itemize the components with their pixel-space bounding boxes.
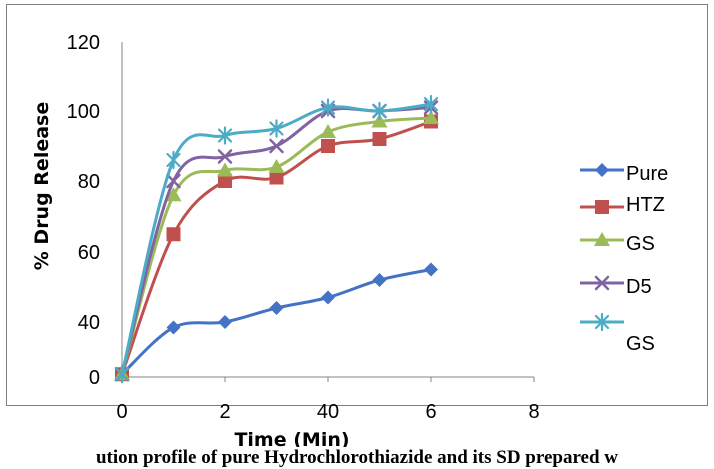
y-tick-label: 120	[67, 32, 100, 54]
x-tick-label: 2	[219, 401, 230, 423]
legend-marker	[594, 275, 610, 291]
chart-frame	[6, 4, 708, 406]
dissolution-chart: 0 40 60 80 100 120 0 2 40 6 8 Pure HTZ GS D5 GS Time (…	[31, 32, 668, 447]
legend-label: D5	[626, 276, 652, 298]
data-point	[423, 110, 439, 124]
axes: 0 40 60 80 100 120 0 2 40 6 8	[67, 32, 540, 423]
data-point	[423, 94, 439, 114]
x-axis-title: Time (Min)	[234, 429, 349, 447]
legend-marker	[594, 232, 610, 246]
series-d5-3	[114, 100, 439, 382]
marker-stroke	[594, 275, 610, 291]
data-point	[269, 119, 284, 138]
data-point	[371, 113, 388, 128]
series-line	[120, 268, 432, 376]
legend-item: D5	[580, 275, 652, 298]
data-point	[268, 159, 285, 173]
x-tick-label: 8	[528, 401, 539, 423]
data-point	[166, 320, 181, 335]
legend-marker	[595, 163, 609, 177]
data-point	[321, 139, 335, 153]
data-point	[217, 162, 233, 177]
legend-label: GS	[626, 333, 655, 355]
legend-item: Pure	[580, 163, 668, 185]
legend-marker	[594, 312, 610, 332]
data-point	[165, 187, 182, 202]
data-point	[372, 132, 387, 146]
series-gs-4	[114, 94, 439, 384]
data-point	[269, 170, 284, 185]
legend-item: HTZ	[580, 194, 665, 216]
data-point	[320, 98, 336, 117]
legend-marker	[595, 200, 609, 214]
series-htz-1	[115, 114, 438, 382]
legend-label: GS	[626, 233, 655, 255]
data-point	[269, 138, 284, 154]
data-point	[320, 124, 336, 138]
y-tick-label: 40	[78, 312, 100, 334]
data-point	[321, 290, 335, 305]
data-point	[269, 301, 284, 315]
y-tick-label: 60	[78, 242, 100, 264]
legend-label: Pure	[626, 163, 668, 185]
legend-item: GS	[580, 312, 655, 355]
data-point	[372, 101, 387, 121]
data-point	[424, 262, 438, 277]
y-tick-label: 100	[67, 101, 100, 123]
x-tick-label: 40	[317, 401, 339, 423]
legend: Pure HTZ GS D5 GS	[580, 163, 668, 355]
marker-stroke	[166, 173, 181, 189]
marker-stroke	[269, 138, 284, 154]
series-pure-0	[115, 262, 438, 382]
marker-stroke	[217, 149, 233, 164]
series-line	[120, 102, 432, 375]
data-point	[217, 126, 233, 145]
y-tick-label: 0	[89, 367, 100, 389]
x-tick-label: 0	[116, 401, 127, 423]
series-gs-2	[114, 110, 439, 381]
data-point	[166, 150, 181, 170]
series-layer	[114, 94, 439, 384]
data-point	[217, 149, 233, 164]
y-axis-title: % Drug Release	[31, 102, 53, 270]
legend-label: HTZ	[626, 194, 665, 216]
figure-caption: ution profile of pure Hydrochlorothiazid…	[95, 447, 619, 468]
x-tick-label: 6	[425, 401, 436, 423]
data-point	[372, 273, 387, 287]
y-tick-label: 80	[78, 171, 100, 193]
data-point	[166, 227, 181, 242]
data-point	[218, 315, 232, 329]
data-point	[114, 365, 130, 384]
legend-item: GS	[580, 232, 655, 255]
data-point	[218, 174, 232, 188]
data-point	[166, 173, 181, 189]
